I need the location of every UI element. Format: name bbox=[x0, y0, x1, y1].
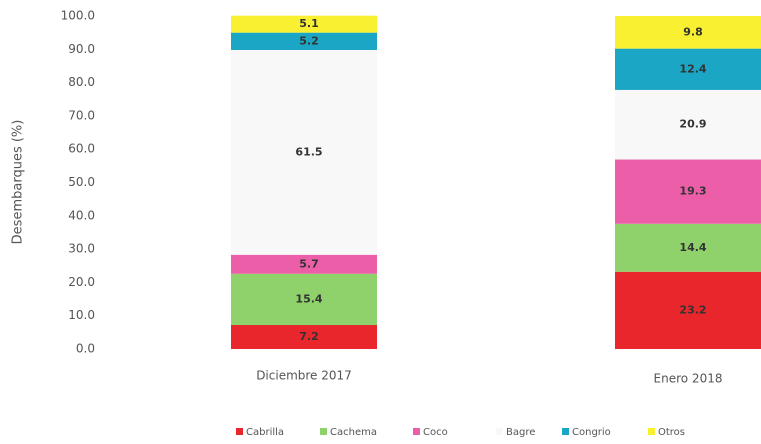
y-tick-label: 20.0 bbox=[68, 275, 95, 289]
data-label: 15.4 bbox=[295, 292, 322, 305]
bar-segment bbox=[231, 15, 377, 33]
data-label: 19.3 bbox=[679, 185, 706, 198]
data-label: 14.4 bbox=[679, 241, 706, 254]
data-label: 5.1 bbox=[299, 17, 319, 30]
x-tick-label: Enero 2018 bbox=[654, 372, 723, 386]
legend-swatch bbox=[236, 428, 243, 435]
legend-label: Cabrilla bbox=[246, 427, 284, 438]
data-label: 9.8 bbox=[683, 25, 703, 38]
y-axis-label: Desembarques (%) bbox=[11, 120, 26, 245]
bar-segment bbox=[615, 271, 761, 349]
y-tick-label: 30.0 bbox=[68, 242, 95, 256]
bar-segment bbox=[615, 16, 761, 49]
legend-swatch bbox=[496, 428, 503, 435]
bar-segment bbox=[615, 89, 761, 160]
data-label: 5.7 bbox=[299, 257, 319, 270]
data-label: 5.2 bbox=[299, 34, 319, 47]
bar-segment bbox=[231, 325, 377, 349]
bar-segment bbox=[231, 49, 377, 255]
bar-segment bbox=[615, 159, 761, 224]
legend-swatch bbox=[648, 428, 655, 435]
y-tick-label: 60.0 bbox=[68, 142, 95, 156]
y-tick-label: 70.0 bbox=[68, 108, 95, 122]
data-label: 12.4 bbox=[679, 62, 706, 75]
y-tick-label: 0.0 bbox=[76, 342, 95, 356]
y-tick-label: 50.0 bbox=[68, 175, 95, 189]
legend-swatch bbox=[413, 428, 420, 435]
bar-segment bbox=[231, 32, 377, 50]
data-label: 61.5 bbox=[295, 145, 322, 158]
data-label: 7.2 bbox=[299, 330, 319, 343]
y-tick-label: 100.0 bbox=[61, 9, 95, 23]
legend-label: Congrio bbox=[572, 427, 611, 438]
y-tick-label: 40.0 bbox=[68, 208, 95, 222]
legend-swatch bbox=[320, 428, 327, 435]
data-label: 20.9 bbox=[679, 118, 706, 131]
bar-segment bbox=[615, 48, 761, 90]
legend-label: Bagre bbox=[506, 427, 535, 438]
y-tick-label: 10.0 bbox=[68, 308, 95, 322]
legend-label: Otros bbox=[658, 427, 685, 438]
x-tick-label: Diciembre 2017 bbox=[256, 369, 352, 383]
legend-swatch bbox=[562, 428, 569, 435]
legend-label: Coco bbox=[423, 427, 448, 438]
y-tick-label: 90.0 bbox=[68, 42, 95, 56]
y-tick-label: 80.0 bbox=[68, 75, 95, 89]
bar-segment bbox=[615, 223, 761, 272]
bar-segment bbox=[231, 273, 377, 326]
bar-segment bbox=[231, 254, 377, 274]
legend-label: Cachema bbox=[330, 427, 377, 438]
data-label: 23.2 bbox=[679, 303, 706, 316]
